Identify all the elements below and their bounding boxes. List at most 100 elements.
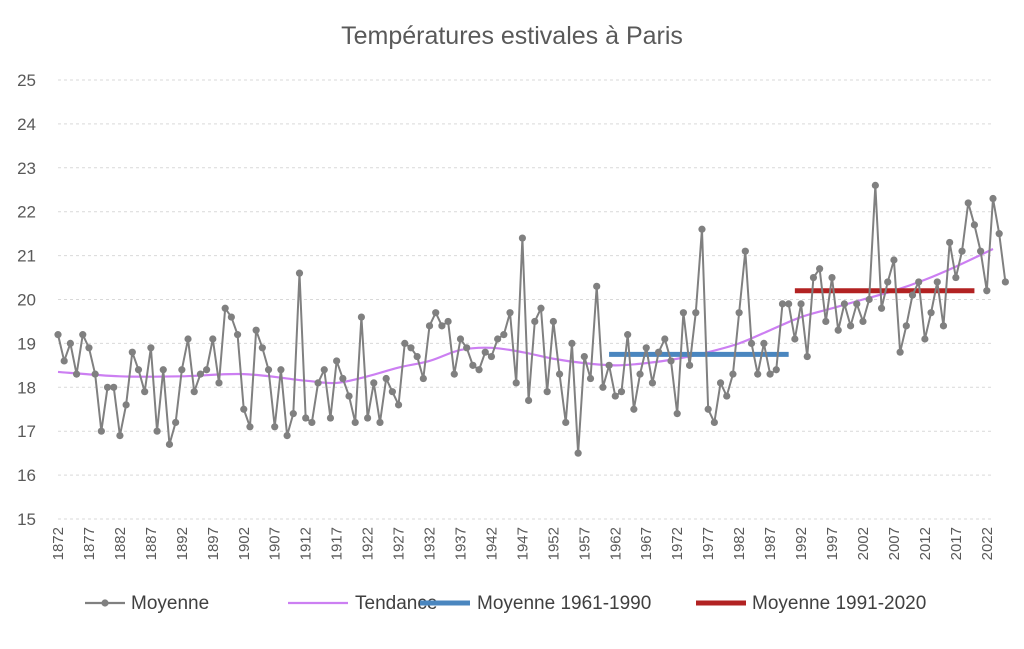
- x-tick-label: 1902: [236, 527, 253, 560]
- data-point: [853, 300, 861, 308]
- data-point: [877, 304, 886, 312]
- data-point: [1001, 278, 1009, 286]
- data-point: [846, 322, 855, 330]
- data-point: [574, 449, 582, 457]
- legend-label: Moyenne 1991-2020: [752, 593, 926, 614]
- data-point: [661, 335, 669, 343]
- data-point: [747, 339, 756, 347]
- data-point: [110, 383, 118, 391]
- data-point: [357, 313, 366, 321]
- y-axis-ticks: 15 16 17 18 19 20 21 22 23 24 25: [17, 71, 36, 529]
- data-point: [679, 309, 687, 317]
- data-point: [475, 366, 483, 374]
- x-tick-label: 1967: [638, 527, 655, 560]
- data-point: [760, 339, 768, 347]
- data-point: [580, 352, 588, 361]
- data-point: [364, 414, 372, 422]
- data-point: [884, 278, 892, 286]
- data-point: [797, 300, 805, 308]
- x-tick-label: 1997: [824, 527, 841, 560]
- data-point: [221, 304, 229, 312]
- data-point: [487, 352, 496, 361]
- data-point: [939, 322, 948, 330]
- data-point: [741, 247, 749, 255]
- data-point: [537, 304, 545, 312]
- data-point: [345, 392, 353, 400]
- data-point: [902, 322, 910, 330]
- data-point: [159, 366, 167, 374]
- x-tick-label: 1937: [452, 527, 469, 560]
- data-point: [128, 348, 136, 356]
- data-point: [655, 348, 663, 356]
- data-point: [252, 326, 260, 334]
- x-tick-label: 2022: [979, 527, 996, 560]
- data-point: [921, 335, 929, 343]
- legend-label: Moyenne: [131, 593, 209, 614]
- x-tick-label: 1972: [669, 527, 686, 560]
- data-point: [463, 344, 471, 352]
- data-point: [141, 388, 149, 396]
- data-point: [611, 392, 619, 400]
- data-point: [766, 370, 774, 378]
- data-point: [865, 295, 873, 304]
- data-point: [624, 331, 632, 339]
- x-tick-label: 1872: [50, 527, 67, 560]
- x-tick-label: 1957: [576, 527, 593, 560]
- legend-label: Tendance: [355, 593, 437, 614]
- data-point: [450, 370, 458, 378]
- data-point: [283, 431, 291, 440]
- chart-title: Températures estivales à Paris: [341, 22, 683, 50]
- data-point: [339, 374, 347, 383]
- data-point: [134, 366, 143, 374]
- data-point: [425, 322, 434, 330]
- data-point: [778, 300, 787, 308]
- legend-marker: [101, 599, 109, 607]
- x-tick-label: 1962: [607, 527, 624, 560]
- data-point: [54, 331, 62, 339]
- data-point: [977, 247, 985, 255]
- y-tick-label: 16: [17, 466, 36, 485]
- x-tick-label: 1932: [422, 527, 439, 560]
- data-point: [685, 361, 694, 369]
- data-point: [240, 405, 248, 413]
- data-point: [165, 440, 174, 448]
- data-point: [456, 335, 465, 343]
- series-moyenne-line: [57, 185, 1007, 454]
- data-point: [333, 357, 341, 365]
- data-point: [896, 348, 904, 356]
- data-point: [605, 361, 613, 369]
- data-point: [494, 335, 502, 343]
- data-point: [401, 339, 409, 347]
- data-point: [122, 401, 130, 409]
- data-point: [444, 317, 452, 326]
- legend: Moyenne Tendance Moyenne 1961-1990 Moyenne …: [85, 593, 926, 614]
- x-tick-label: 1942: [483, 527, 500, 560]
- data-point: [946, 238, 954, 247]
- data-point: [524, 396, 533, 405]
- data-point: [116, 431, 124, 440]
- x-axis-ticks: 1872 1877 1882 1887 1892 1897 1902 1907 1912 1917…: [50, 527, 996, 560]
- data-point: [277, 366, 285, 374]
- data-point: [264, 366, 273, 374]
- data-point: [710, 418, 718, 427]
- data-point: [785, 300, 793, 308]
- data-point: [370, 379, 378, 387]
- data-point: [723, 392, 731, 400]
- data-point: [203, 366, 211, 374]
- x-tick-label: 1882: [112, 527, 129, 560]
- series-layer: [54, 181, 1009, 457]
- data-point: [630, 405, 638, 413]
- data-point: [147, 344, 155, 352]
- data-point: [704, 405, 712, 413]
- data-point: [271, 423, 279, 431]
- data-point: [964, 199, 972, 207]
- data-point: [209, 335, 217, 343]
- data-point: [314, 379, 322, 387]
- data-point: [729, 370, 737, 378]
- data-point: [970, 221, 979, 229]
- data-point: [258, 344, 266, 352]
- data-point: [995, 230, 1003, 238]
- data-point: [989, 194, 997, 203]
- data-point: [184, 335, 192, 343]
